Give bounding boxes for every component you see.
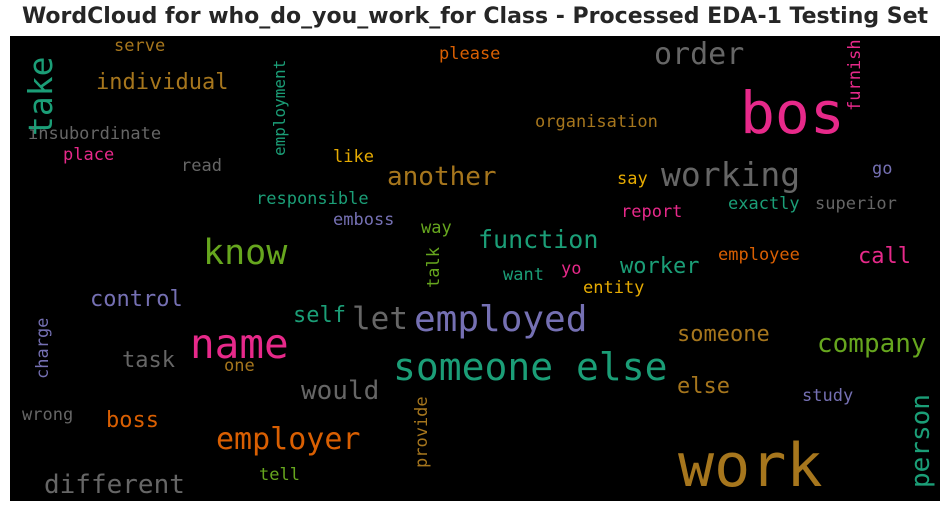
word-person: person <box>906 394 936 488</box>
word-employee: employee <box>718 245 800 265</box>
word-want: want <box>503 265 544 285</box>
word-employed: employed <box>414 299 588 340</box>
word-individual: individual <box>96 70 229 95</box>
word-bos: bos <box>740 79 845 147</box>
word-say: say <box>617 169 648 189</box>
word-order: order <box>654 37 745 72</box>
word-study: study <box>802 386 854 406</box>
word-worker: worker <box>620 254 700 279</box>
word-furnish: furnish <box>845 39 865 111</box>
word-place: place <box>63 145 115 165</box>
word-function: function <box>478 225 599 254</box>
word-self: self <box>293 303 346 328</box>
word-please: please <box>439 44 501 64</box>
word-one: one <box>224 356 255 376</box>
wordcloud-title: WordCloud for who_do_you_work_for Class … <box>21 4 929 29</box>
word-superior: superior <box>815 194 897 214</box>
word-control: control <box>90 287 183 312</box>
word-another: another <box>387 162 497 192</box>
word-organisation: organisation <box>535 112 658 132</box>
word-work: work <box>678 431 823 501</box>
word-task: task <box>122 348 175 373</box>
word-read: read <box>181 156 222 176</box>
word-exactly: exactly <box>728 194 800 214</box>
word-tell: tell <box>259 465 300 485</box>
word-way: way <box>421 218 452 238</box>
word-wrong: wrong <box>22 405 74 425</box>
word-company: company <box>817 329 927 359</box>
word-working: working <box>661 155 801 194</box>
word-report: report <box>621 202 683 222</box>
word-serve: serve <box>114 36 166 56</box>
word-else: else <box>677 374 730 399</box>
word-boss: boss <box>106 408 159 433</box>
word-like: like <box>333 147 374 167</box>
word-know: know <box>203 233 288 273</box>
word-entity: entity <box>583 278 645 298</box>
word-someone: someone <box>677 322 770 347</box>
word-provide: provide <box>412 396 432 468</box>
word-charge: charge <box>33 317 53 379</box>
word-talk: talk <box>424 247 444 288</box>
wordcloud-canvas: work bos someone else name employed empl… <box>10 36 940 501</box>
word-employer: employer <box>216 422 361 457</box>
word-employment: employment <box>270 59 289 156</box>
word-yo: yo <box>561 259 582 279</box>
word-let: let <box>352 301 408 337</box>
word-name: name <box>190 320 289 368</box>
word-emboss: emboss <box>333 210 395 230</box>
word-go: go <box>872 159 893 179</box>
word-insubordinate: insubordinate <box>28 124 162 144</box>
word-would: would <box>301 376 380 406</box>
word-someone-else: someone else <box>393 345 668 389</box>
word-responsible: responsible <box>256 189 369 209</box>
word-call: call <box>858 244 911 269</box>
word-different: different <box>44 470 185 500</box>
